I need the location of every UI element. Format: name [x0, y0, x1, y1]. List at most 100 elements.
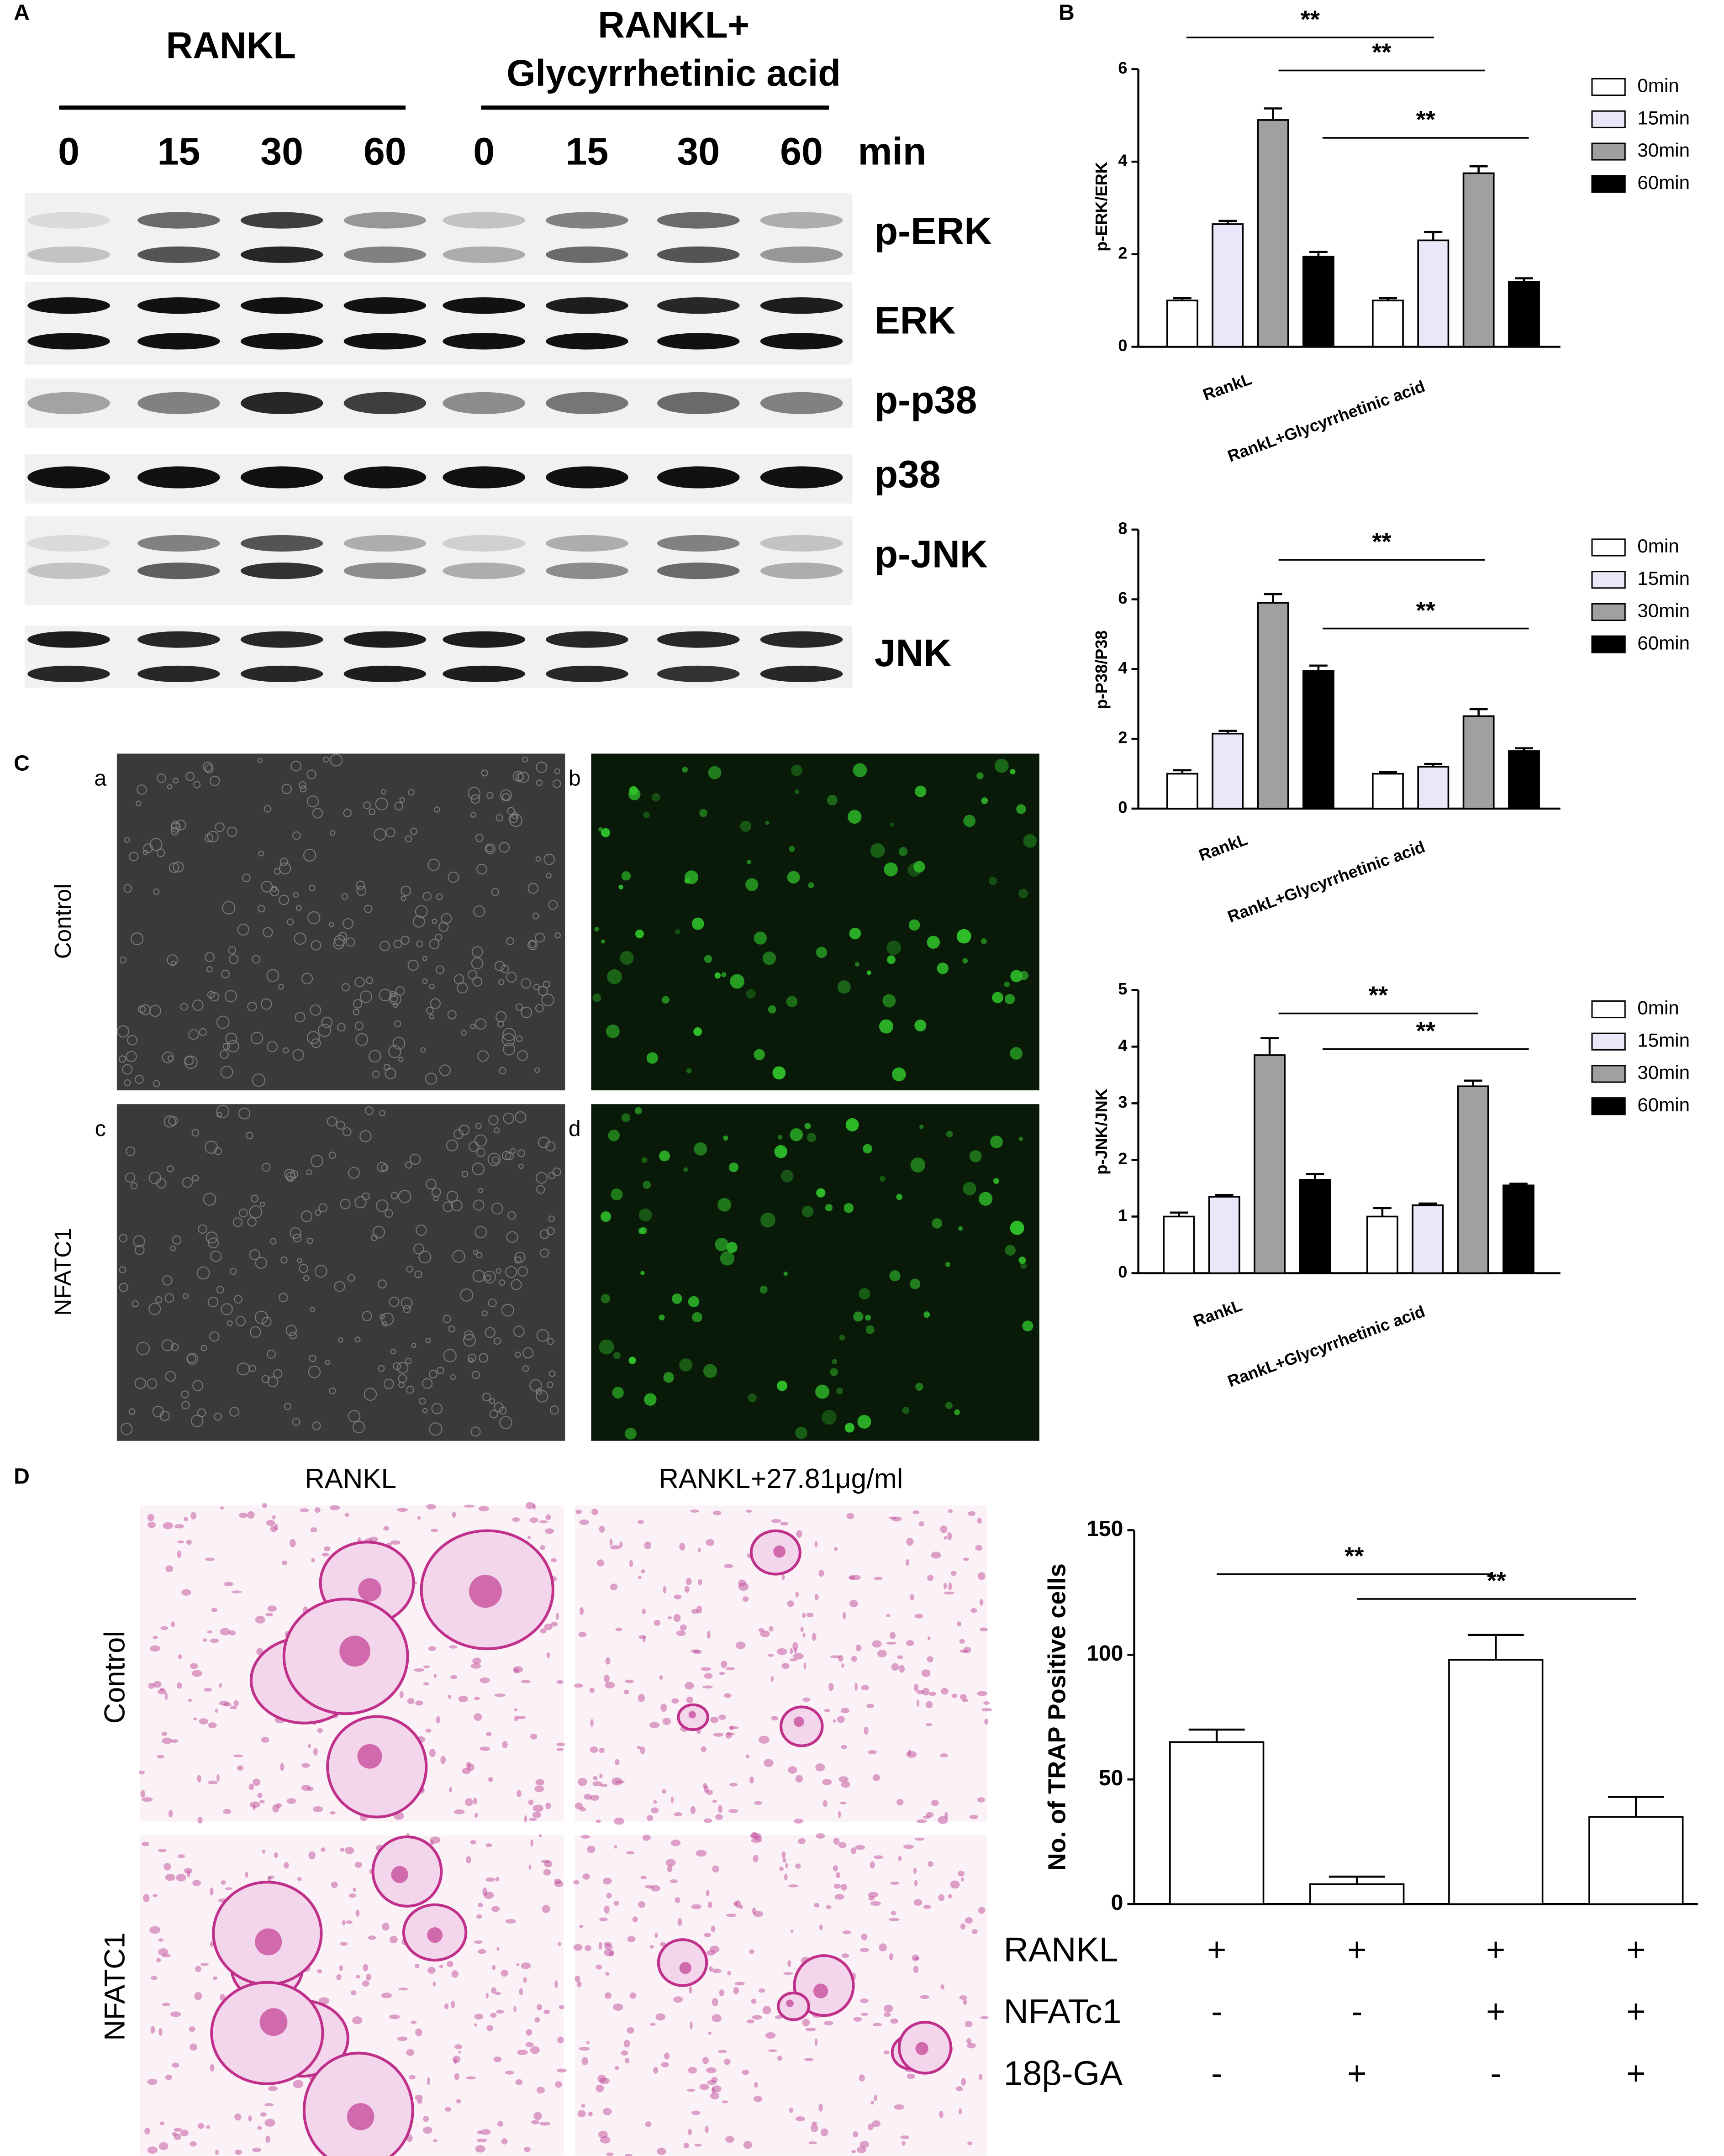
cell-fluorescent: [765, 820, 770, 825]
trap-cell: [526, 2029, 532, 2036]
cell: [515, 1003, 523, 1011]
trap-cell: [798, 1838, 806, 1844]
trap-cell: [550, 1558, 557, 1562]
trap-cell: [210, 1941, 214, 1947]
cell-fluorescent: [721, 972, 727, 978]
cell: [188, 1029, 199, 1040]
trap-cell: [579, 1925, 584, 1928]
cell: [135, 1075, 144, 1084]
trap-cell: [253, 1804, 256, 1810]
cell: [147, 1378, 158, 1389]
cell: [239, 1208, 248, 1218]
trap-cell: [859, 2141, 870, 2148]
trap-cell: [210, 1638, 219, 1643]
cell: [156, 848, 165, 857]
trap-cell: [266, 1520, 275, 1526]
trap-cell: [528, 1864, 532, 1870]
trap-cell: [206, 2125, 211, 2129]
cell: [436, 893, 443, 900]
cell-fluorescent: [640, 1271, 645, 1275]
cell: [175, 820, 186, 831]
trap-cell: [532, 1804, 544, 1812]
trap-cell: [677, 1918, 682, 1926]
cell: [198, 1224, 207, 1234]
cell: [190, 1415, 204, 1427]
trap-cell: [197, 1817, 203, 1824]
condition-sign: +: [1347, 1932, 1366, 1968]
cell: [477, 1050, 489, 1062]
trap-cell: [448, 1694, 452, 1699]
trap-cell: [696, 1605, 702, 1614]
trap-cell: [353, 1888, 357, 1892]
cell-fluorescent: [643, 1180, 651, 1189]
cell-fluorescent: [889, 1270, 901, 1282]
trap-cell: [605, 1992, 612, 1999]
trap-cell: [180, 2130, 189, 2136]
cell: [232, 1217, 243, 1227]
trap-cell: [417, 2099, 422, 2104]
cell: [554, 768, 560, 774]
trap-cell: [603, 1877, 612, 1885]
blot-band: [657, 563, 740, 579]
trap-cell: [491, 1987, 497, 1994]
legend-swatch: [1591, 603, 1626, 621]
blot-band: [137, 392, 220, 414]
cell: [280, 1256, 288, 1264]
trap-cell: [742, 2070, 749, 2075]
trap-cell: [868, 2123, 874, 2130]
cell: [264, 805, 272, 813]
cell: [393, 1003, 398, 1008]
cell: [204, 764, 214, 773]
lane-time: 60: [364, 130, 406, 173]
cell: [303, 848, 316, 862]
cell: [425, 1073, 438, 1085]
blot-band: [343, 392, 427, 414]
cell: [536, 1185, 545, 1194]
cell-fluorescent: [857, 1415, 871, 1429]
cell: [162, 1275, 173, 1286]
y-tick-label: 4: [1118, 151, 1127, 170]
bar: [1462, 715, 1495, 810]
trap-cell: [431, 1528, 438, 1532]
cell: [397, 1362, 409, 1374]
trap-cell: [667, 1865, 673, 1872]
cell-fluorescent: [853, 1311, 864, 1322]
cell: [390, 994, 398, 1003]
trap-cell: [647, 1815, 654, 1821]
cell: [392, 1037, 406, 1050]
cell: [443, 1201, 453, 1212]
trap-cell: [474, 1813, 478, 1818]
legend-swatch: [1591, 78, 1626, 96]
trap-cell: [262, 1849, 265, 1854]
trap-cell: [860, 2013, 869, 2016]
cell: [252, 955, 261, 964]
cell: [429, 983, 435, 989]
cell: [153, 1080, 160, 1087]
cell: [470, 812, 476, 818]
y-tick-label: 8: [1118, 519, 1127, 537]
trap-cell: [423, 1665, 430, 1668]
cell: [407, 959, 419, 971]
bar: [1457, 1085, 1489, 1274]
blot-band: [443, 392, 525, 414]
trap-cell: [577, 1981, 582, 1988]
cell: [468, 1357, 474, 1363]
x-tick-label: RankL: [1191, 1296, 1244, 1330]
cell: [354, 1196, 367, 1209]
trap-cell: [838, 1842, 847, 1848]
trap-cell: [771, 1716, 779, 1720]
cell: [394, 801, 403, 811]
cell: [225, 990, 237, 1003]
cell: [306, 1031, 320, 1044]
trap-cell: [980, 1627, 988, 1632]
cell: [127, 1035, 138, 1046]
cell: [306, 769, 316, 780]
trap-cell: [284, 1862, 289, 1869]
trap-cell: [399, 1691, 404, 1699]
blot-band: [546, 563, 628, 579]
osteoclast-nuclei: [773, 1545, 786, 1558]
trap-cell: [804, 2058, 814, 2061]
blot-group-label: RANKL: [166, 25, 296, 67]
trap-cell: [927, 1656, 933, 1662]
cell: [315, 1209, 322, 1216]
